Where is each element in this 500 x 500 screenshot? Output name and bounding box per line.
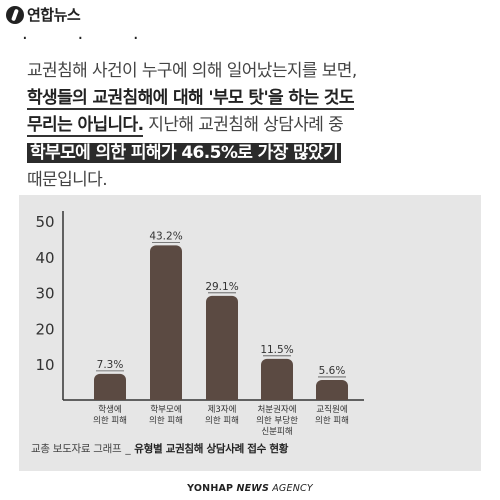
category-label: 의한 피해	[93, 415, 127, 426]
footer-brand: YONHAP NEWS AGENCY	[0, 483, 500, 494]
data-label: 11.5%	[260, 344, 293, 356]
yonhap-logo: 연합뉴스	[6, 4, 81, 25]
logo-text: 연합뉴스	[27, 6, 81, 24]
footer-news: NEWS	[236, 483, 269, 494]
boxed-highlight: 학부모에 의한 피해가 46.5%로 가장 많았기	[27, 143, 342, 163]
category-label: 학생에	[98, 404, 121, 415]
paragraph-line-1: 교권침해 사건이 누구에 의해 일어났는지를 보면,	[27, 61, 357, 81]
underlined-highlight: 무리는 아닙니다.	[27, 115, 144, 137]
data-label: 7.3%	[97, 359, 124, 371]
y-tick-label: 40	[35, 249, 54, 267]
data-label: 29.1%	[205, 281, 238, 293]
bar	[261, 358, 293, 400]
underlined-highlight: 학생들의 교권침해에 대해 '부모 탓'을 하는 것도	[27, 88, 354, 110]
category-label: 학부모에	[150, 404, 181, 415]
footer-yonhap: YONHAP	[187, 483, 234, 494]
caption-title: 유형별 교권침해 상담사례 접수 현황	[134, 443, 289, 455]
caption-source: 교총 보도자료 그래프	[31, 443, 122, 455]
category-label: 교직원에	[316, 404, 347, 415]
data-label: 5.6%	[319, 365, 346, 377]
bar	[94, 373, 126, 400]
category-label: 의한 피해	[149, 415, 183, 426]
yonhap-logo-icon	[6, 5, 24, 24]
paragraph-line-3: 무리는 아닙니다. 지난해 교권침해 상담사례 중	[27, 112, 487, 139]
category-label: 처분권자에	[257, 404, 296, 415]
article-paragraph: 교권침해 사건이 누구에 의해 일어났는지를 보면, 학생들의 교권침해에 대해…	[27, 58, 487, 194]
category-label: 의한 피해	[315, 415, 349, 426]
bar-base	[261, 394, 293, 400]
bar-base	[150, 394, 182, 400]
y-tick-label: 30	[35, 285, 54, 303]
bar	[150, 245, 182, 400]
y-tick-label: 10	[35, 356, 54, 374]
category-label: 신분피해	[261, 427, 292, 435]
paragraph-text: 지난해 교권침해 상담사례 중	[143, 115, 344, 135]
dots-ornament: · · ·	[22, 28, 161, 49]
paragraph-line-4: 학부모에 의한 피해가 46.5%로 가장 많았기	[27, 140, 487, 167]
paragraph-line-5: 때문입니다.	[27, 170, 108, 190]
y-tick-label: 50	[35, 213, 54, 231]
caption-separator: _	[125, 443, 131, 455]
chart-panel: 10 20 30 40 50 7.3% 43.2% 29.1% 11.5% 5.6% 학생에 의한 피…	[19, 195, 481, 471]
category-label: 제3자에	[208, 405, 237, 415]
category-label: 의한 피해	[205, 415, 239, 426]
y-tick-label: 20	[35, 320, 54, 338]
category-label: 의한 부당한	[256, 415, 298, 426]
bar	[206, 295, 238, 400]
bar-base	[316, 394, 348, 400]
paragraph-line-2: 학생들의 교권침해에 대해 '부모 탓'을 하는 것도	[27, 85, 487, 112]
data-label: 43.2%	[149, 230, 182, 242]
bar-base	[206, 394, 238, 400]
chart-caption: 교총 보도자료 그래프 _ 유형별 교권침해 상담사례 접수 현황	[31, 441, 288, 456]
footer-agency: AGENCY	[272, 483, 313, 494]
bar-base	[94, 394, 126, 400]
